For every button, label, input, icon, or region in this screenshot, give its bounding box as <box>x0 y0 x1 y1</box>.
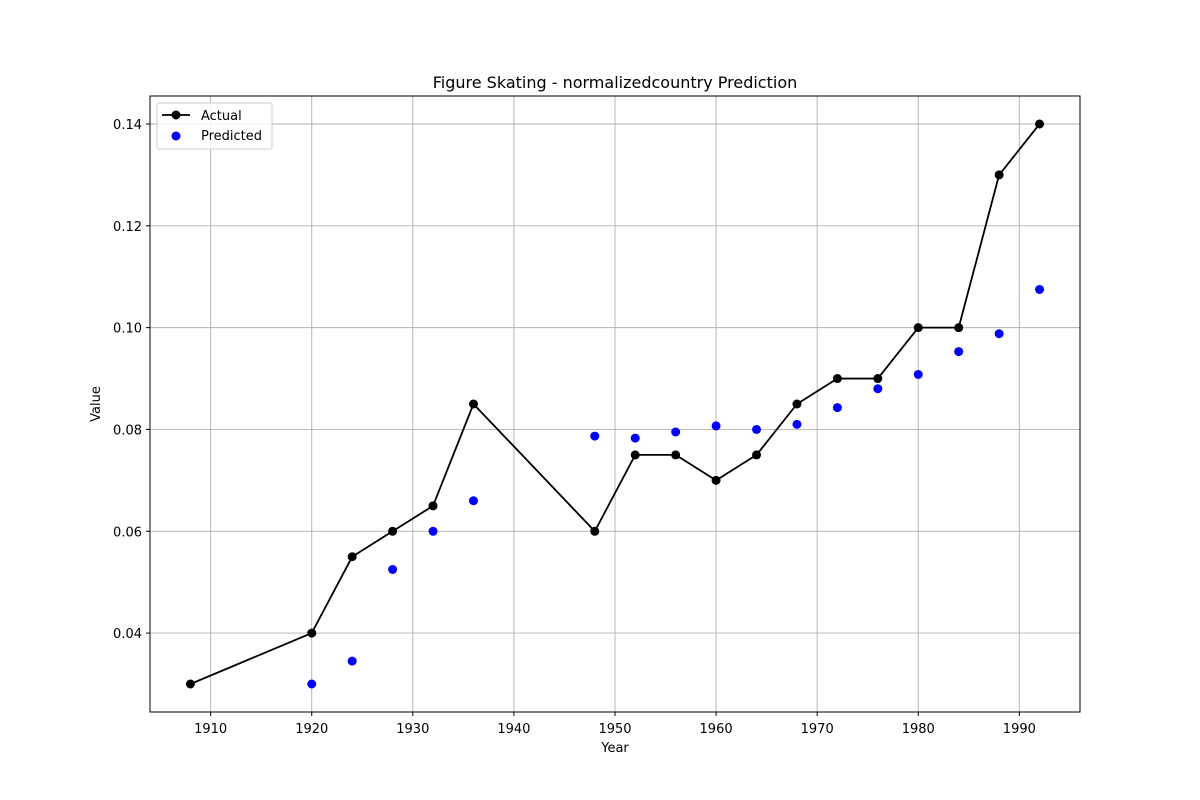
actual-line <box>190 123 1041 685</box>
actual-point <box>792 399 802 409</box>
predicted-point <box>468 496 478 506</box>
legend: Actual Predicted <box>156 102 273 150</box>
actual-point <box>873 374 883 384</box>
actual-point <box>630 450 640 460</box>
predicted-point <box>630 433 640 443</box>
predicted-point <box>388 564 398 574</box>
predicted-point <box>1035 284 1045 294</box>
x-tick-label: 1920 <box>295 722 328 737</box>
actual-point <box>994 170 1004 180</box>
predicted-point <box>792 419 802 429</box>
y-axis-label: Value <box>89 386 104 422</box>
predicted-point <box>913 369 923 379</box>
y-tick-label: 0.12 <box>113 220 142 235</box>
actual-point <box>752 450 762 460</box>
x-tick-label: 1910 <box>194 722 227 737</box>
grid <box>150 96 1080 712</box>
legend-actual-marker <box>171 110 181 120</box>
x-tick-label: 1990 <box>1003 722 1036 737</box>
predicted-point <box>590 431 600 441</box>
legend-predicted-marker <box>171 131 181 141</box>
predicted-point <box>671 427 681 437</box>
predicted-point <box>873 384 883 394</box>
x-tick-label: 1980 <box>902 722 935 737</box>
y-tick-label: 0.10 <box>113 322 142 337</box>
chart-title: Figure Skating - normalizedcountry Predi… <box>433 73 798 92</box>
legend-predicted-label: Predicted <box>201 129 262 144</box>
actual-point <box>428 501 438 511</box>
x-tick-label: 1940 <box>497 722 530 737</box>
axes: 1910 1920 1930 1940 1950 1960 1970 1980 1990 0.04… <box>113 118 1036 737</box>
series-layer <box>185 119 1045 689</box>
x-tick-label: 1970 <box>801 722 834 737</box>
actual-point <box>347 552 357 562</box>
actual-point <box>307 628 317 638</box>
actual-point <box>913 323 923 333</box>
predicted-point <box>752 424 762 434</box>
predicted-point <box>994 329 1004 339</box>
y-tick-label: 0.04 <box>113 627 142 642</box>
actual-point <box>1035 119 1045 129</box>
actual-point <box>832 374 842 384</box>
actual-point <box>711 475 721 485</box>
legend-actual-label: Actual <box>201 109 242 124</box>
y-tick-label: 0.08 <box>113 423 142 438</box>
predicted-point <box>428 526 438 536</box>
y-tick-label: 0.14 <box>113 118 142 133</box>
predicted-point <box>347 656 357 666</box>
actual-point <box>671 450 681 460</box>
x-tick-label: 1950 <box>598 722 631 737</box>
actual-point <box>468 399 478 409</box>
y-tick-label: 0.06 <box>113 525 142 540</box>
predicted-point <box>832 403 842 413</box>
predicted-point <box>711 421 721 431</box>
actual-point <box>185 679 195 689</box>
actual-point <box>590 526 600 536</box>
x-tick-label: 1960 <box>700 722 733 737</box>
x-axis-label: Year <box>600 741 629 756</box>
x-tick-label: 1930 <box>396 722 429 737</box>
actual-point <box>954 323 964 333</box>
predicted-point <box>954 347 964 357</box>
predicted-point <box>307 679 317 689</box>
actual-point <box>388 526 398 536</box>
